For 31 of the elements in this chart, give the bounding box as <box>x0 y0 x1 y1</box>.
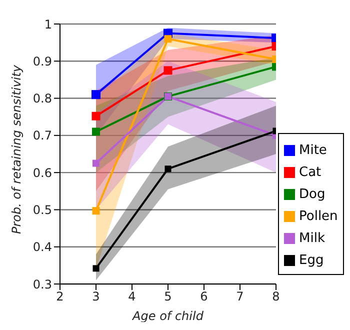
x-tick-label: 3 <box>92 290 100 304</box>
point <box>164 166 172 172</box>
y-tick-label: 0.8 <box>32 92 52 106</box>
point <box>92 207 100 215</box>
x-tick-label: 6 <box>200 290 208 304</box>
y-tick-label: 0.4 <box>32 240 52 254</box>
legend-label: Dog <box>299 186 326 202</box>
legend-label: Pollen <box>299 208 338 224</box>
y-tick-label: 1 <box>44 17 52 32</box>
y-tick-label: 0.5 <box>32 202 52 217</box>
legend-label: Mite <box>299 142 327 158</box>
point <box>92 160 100 167</box>
x-tick-label: 5 <box>164 290 172 304</box>
x-tick-label: 4 <box>128 290 136 304</box>
x-tick-label: 2 <box>56 290 64 304</box>
point <box>92 90 100 100</box>
x-tick-label: 8 <box>272 290 280 304</box>
y-tick-label: 0.7 <box>32 128 52 143</box>
point <box>92 128 100 136</box>
legend-label: Egg <box>299 252 324 268</box>
point <box>92 265 100 272</box>
y-axis-title: Prob. of retaining sensitivity <box>9 64 24 234</box>
point <box>164 66 172 75</box>
point <box>164 35 172 43</box>
y-tick-label: 0.9 <box>32 54 52 68</box>
point <box>92 112 100 120</box>
y-tick-label: 0.3 <box>32 277 52 292</box>
legend-label: Milk <box>299 230 325 246</box>
y-tick-label: 0.6 <box>32 166 52 180</box>
x-tick-label: 7 <box>236 290 244 304</box>
legend-label: Cat <box>299 164 322 180</box>
